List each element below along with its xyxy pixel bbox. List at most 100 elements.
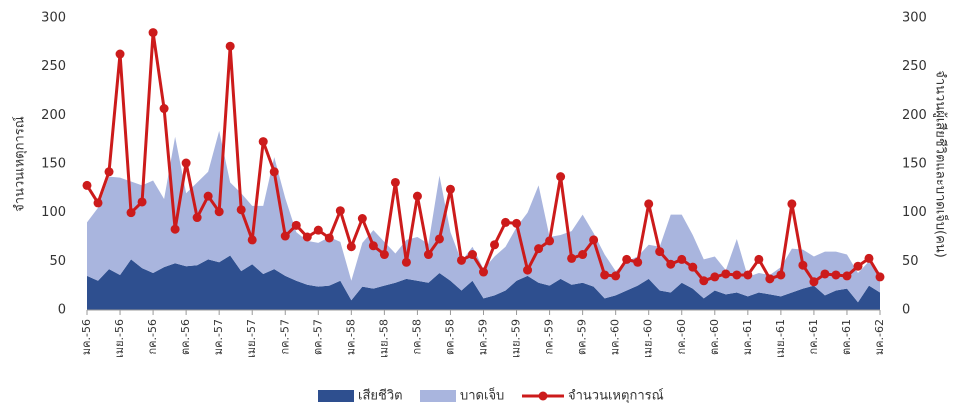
x-tick-label: มค.-56 [80, 319, 93, 355]
marker [600, 270, 610, 280]
x-tick-label: มค.-59 [477, 319, 490, 355]
x-tick-label: เมย.-56 [113, 319, 126, 358]
marker [302, 232, 312, 242]
marker [754, 254, 764, 264]
x-tick-label: มค.-58 [344, 319, 357, 355]
x-tick-label: เมย.-58 [377, 319, 390, 358]
marker [842, 271, 852, 281]
marker [611, 271, 621, 281]
marker [490, 240, 500, 250]
legend-swatch [538, 391, 548, 401]
x-tick-label: เมย.-60 [642, 319, 655, 358]
x-tick-label: เมย.-61 [774, 319, 787, 358]
marker [853, 261, 863, 271]
marker [479, 267, 488, 277]
y-tick-label: 0 [58, 303, 66, 318]
y2-axis-title: จำนวนผู้เสียชีวิตและบาดเจ็บ(คน) [933, 70, 951, 258]
marker [401, 257, 411, 267]
marker [115, 49, 125, 59]
x-tick-label: กค.-61 [807, 319, 820, 354]
marker [357, 214, 367, 224]
marker [831, 270, 841, 280]
y2-tick-label: 150 [902, 157, 927, 172]
marker [126, 208, 136, 218]
marker [412, 191, 422, 201]
y-tick-label: 50 [49, 254, 66, 269]
legend-label: บาดเจ็บ [460, 386, 504, 404]
marker [335, 206, 345, 216]
x-tick-label: ตค.-57 [311, 319, 324, 355]
marker [423, 250, 433, 260]
legend-swatch [420, 390, 456, 402]
marker [666, 259, 676, 269]
marker [545, 236, 555, 246]
marker [170, 224, 180, 234]
x-tick-label: มค.-62 [873, 319, 886, 355]
marker [225, 41, 235, 51]
marker [269, 167, 279, 177]
x-tick-label: ตค.-56 [179, 319, 192, 355]
legend-label: เสียชีวิต [358, 388, 403, 404]
y2-tick-label: 250 [902, 59, 927, 74]
x-tick-label: กค.-58 [410, 319, 423, 354]
marker [203, 191, 213, 201]
legend-swatch [318, 390, 354, 402]
x-tick-label: มค.-61 [741, 319, 754, 355]
marker [721, 269, 731, 279]
marker [434, 234, 444, 244]
marker [291, 220, 301, 230]
y-tick-label: 200 [41, 108, 66, 123]
marker [677, 254, 687, 264]
marker [578, 250, 588, 260]
marker [247, 235, 257, 245]
marker [324, 233, 334, 243]
marker [313, 225, 323, 235]
marker [622, 254, 632, 264]
x-tick-label: กค.-56 [146, 319, 159, 354]
marker [236, 205, 246, 215]
y-axis-title: จำนวนเหตุการณ์ [12, 116, 28, 212]
marker [776, 270, 786, 280]
x-tick-label: เมย.-57 [245, 319, 258, 358]
y2-tick-label: 50 [902, 254, 919, 269]
marker [148, 28, 158, 38]
x-tick-label: กค.-57 [278, 319, 291, 354]
marker [688, 262, 698, 272]
y-tick-label: 300 [41, 11, 66, 26]
marker [512, 218, 522, 228]
marker [699, 276, 709, 286]
marker [864, 253, 874, 263]
marker [258, 137, 268, 147]
marker [567, 253, 577, 263]
marker [798, 260, 808, 270]
marker [93, 198, 103, 208]
marker [501, 217, 511, 227]
marker [589, 235, 599, 245]
x-tick-label: มค.-57 [212, 319, 225, 355]
marker [523, 265, 533, 275]
area [87, 255, 880, 310]
marker [534, 244, 544, 254]
marker [445, 184, 455, 194]
y-tick-label: 150 [41, 157, 66, 172]
x-tick-label: กค.-59 [543, 319, 556, 354]
marker [82, 180, 92, 190]
marker [732, 270, 742, 280]
marker [181, 158, 191, 168]
marker [104, 167, 114, 177]
marker [214, 207, 224, 217]
marker [633, 257, 643, 267]
x-tick-label: มค.-60 [609, 319, 622, 355]
marker [710, 272, 720, 282]
marker [280, 231, 290, 241]
y2-tick-label: 200 [902, 108, 927, 123]
marker [765, 274, 775, 284]
marker [346, 242, 356, 252]
marker [644, 199, 654, 209]
marker [368, 241, 378, 251]
x-tick-label: ตค.-58 [443, 319, 456, 355]
marker [456, 255, 466, 265]
y-tick-label: 100 [41, 205, 66, 220]
marker [787, 199, 797, 209]
y2-tick-label: 100 [902, 205, 927, 220]
